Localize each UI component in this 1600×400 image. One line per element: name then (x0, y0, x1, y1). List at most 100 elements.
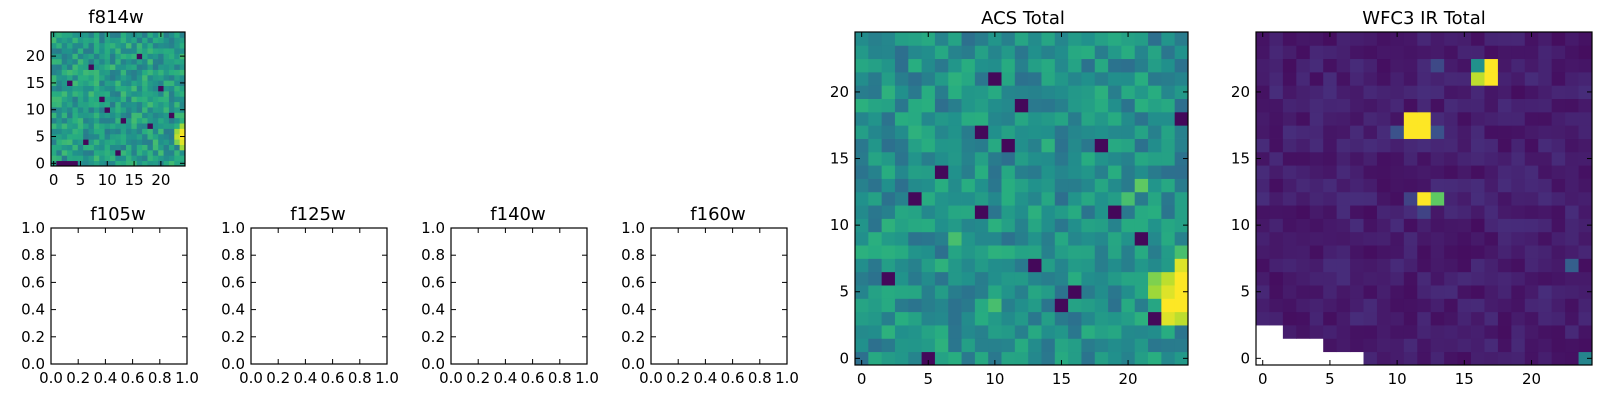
heatmap-cell (1134, 71, 1149, 86)
heatmap-cell (1001, 45, 1016, 60)
heatmap-cell (1068, 191, 1082, 206)
heatmap-cell (163, 42, 170, 49)
heatmap-cell (142, 155, 148, 162)
heatmap-cell (908, 351, 922, 366)
heatmap-cell (88, 112, 95, 119)
heatmap-cell (1134, 98, 1149, 113)
heatmap-cell (988, 98, 1002, 113)
heatmap-cell (1538, 271, 1553, 286)
heatmap-cell (93, 123, 100, 129)
heatmap-cell (174, 74, 181, 81)
y-tick-label: 0 (839, 349, 849, 367)
heatmap-cell (120, 80, 127, 86)
heatmap-cell (99, 128, 105, 135)
heatmap-cell (72, 112, 79, 119)
heatmap-cell (1108, 311, 1122, 326)
heatmap-cell (93, 155, 100, 162)
heatmap-cell (1161, 165, 1176, 179)
x-tick-label: 10 (1388, 370, 1407, 388)
heatmap-cell (1376, 245, 1391, 259)
heatmap-cell (1538, 205, 1553, 219)
heatmap-cell (1524, 98, 1539, 113)
heatmap-cell (115, 123, 122, 129)
heatmap-cell (109, 58, 116, 65)
heatmap-cell (83, 90, 89, 97)
heatmap-cell (1417, 58, 1432, 73)
heatmap-cell (93, 149, 100, 156)
heatmap-cell (72, 32, 79, 38)
heatmap-cell (1108, 58, 1122, 73)
heatmap-cell (1471, 311, 1485, 326)
heatmap-cell (88, 53, 95, 60)
heatmap-cell (855, 205, 869, 219)
heatmap-cell (1578, 285, 1593, 299)
heatmap-cell (93, 53, 100, 60)
heatmap-cell (881, 138, 896, 153)
heatmap-cell (934, 218, 949, 233)
heatmap-cell (1094, 125, 1109, 139)
heatmap-cell (77, 90, 84, 97)
heatmap-cell (120, 112, 127, 119)
heatmap-cell (894, 178, 909, 193)
heatmap-cell (988, 71, 1002, 86)
heatmap-cell (961, 311, 976, 326)
heatmap-cell (1471, 178, 1485, 193)
heatmap-cell (894, 85, 909, 99)
heatmap-cell (1041, 165, 1056, 179)
heatmap-cell (1054, 165, 1069, 179)
heatmap-cell (1041, 338, 1056, 353)
heatmap-cell (72, 155, 79, 162)
heatmap-cell (988, 45, 1002, 60)
f105w-empty-axes (51, 228, 187, 364)
heatmap-cell (1094, 165, 1109, 179)
heatmap-cell (988, 125, 1002, 139)
heatmap-cell (99, 42, 105, 49)
heatmap-cell (855, 245, 869, 259)
heatmap-cell (168, 144, 175, 151)
heatmap-cell (1565, 191, 1579, 206)
heatmap-cell (1551, 32, 1566, 46)
heatmap-cell (1161, 71, 1176, 86)
heatmap-cell (881, 258, 896, 273)
heatmap-cell (1094, 32, 1109, 46)
f160w-frame (650, 227, 788, 365)
heatmap-cell (1403, 325, 1418, 339)
heatmap-cell (1148, 258, 1162, 273)
heatmap-cell (163, 107, 170, 113)
heatmap-cell (163, 117, 170, 124)
heatmap-cell (168, 101, 175, 108)
heatmap-cell (88, 58, 95, 65)
heatmap-cell (1524, 285, 1539, 299)
heatmap-cell (1350, 178, 1364, 193)
heatmap-cell (988, 32, 1002, 46)
heatmap-cell (908, 98, 922, 113)
heatmap-cell (1094, 178, 1109, 193)
heatmap-cell (921, 165, 936, 179)
heatmap-cell (126, 85, 132, 92)
heatmap-cell (1054, 338, 1069, 353)
heatmap-cell (88, 74, 95, 81)
heatmap-cell (1444, 191, 1458, 206)
heatmap-cell (1390, 45, 1405, 60)
heatmap-cell (1108, 45, 1122, 60)
heatmap-cell (1484, 32, 1499, 46)
heatmap-cell (1041, 71, 1056, 86)
heatmap-cell (1256, 98, 1270, 113)
heatmap-cell (142, 37, 148, 44)
heatmap-cell (1269, 151, 1284, 166)
heatmap-cell (56, 58, 63, 65)
f160w-empty-axes (651, 228, 787, 364)
heatmap-cell (1282, 245, 1297, 259)
heatmap-cell (1054, 351, 1069, 366)
heatmap-cell (1309, 231, 1324, 246)
x-tick-label: 0.6 (321, 369, 345, 387)
heatmap-cell (61, 80, 68, 86)
heatmap-cell (1376, 191, 1391, 206)
heatmap-cell (72, 58, 79, 65)
heatmap-cell (83, 160, 89, 167)
heatmap-cell (104, 96, 111, 103)
heatmap-cell (1323, 338, 1338, 353)
heatmap-cell (1430, 218, 1445, 233)
heatmap-cell (1282, 98, 1297, 113)
heatmap-cell (99, 107, 105, 113)
